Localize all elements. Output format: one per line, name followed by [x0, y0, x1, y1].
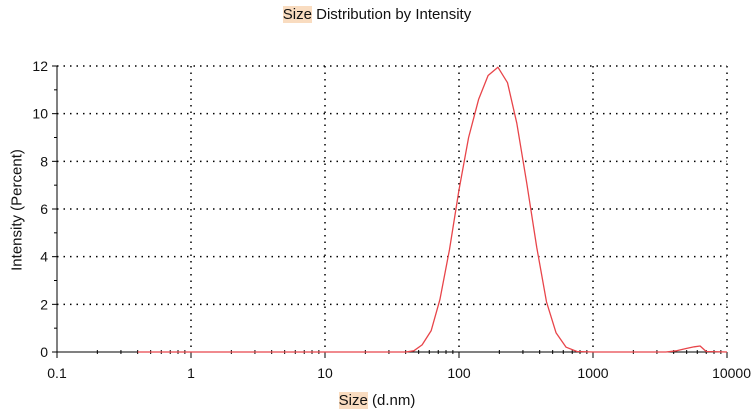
x-tick-label-10: 10 [317, 365, 333, 381]
y-tick-label-12: 12 [32, 58, 48, 74]
x-axis-label-rest: (d.nm) [367, 392, 416, 409]
x-axis-label: Size (d.nm) [0, 392, 754, 409]
y-tick-label-4: 4 [40, 249, 48, 265]
grid [57, 65, 728, 352]
x-axis-label-highlight: Size [338, 392, 368, 409]
x-tick-label-0.1: 0.1 [47, 365, 67, 381]
axes [52, 65, 728, 358]
y-tick-label-0: 0 [40, 344, 48, 360]
chart-title-rest: Distribution by Intensity [311, 6, 472, 23]
series-line-0 [137, 66, 728, 353]
y-tick-label-8: 8 [40, 153, 48, 169]
x-tick-label-1000: 1000 [577, 365, 608, 381]
y-tick-label-10: 10 [32, 106, 48, 122]
tick-labels: 0 2 4 6 8 10 12 0.1 1 10 100 1000 10000 [32, 58, 751, 381]
series-layer [137, 66, 728, 353]
chart-title: Size Distribution by Intensity [0, 6, 754, 23]
x-tick-label-100: 100 [447, 365, 471, 381]
chart-title-highlight: Size [282, 6, 312, 23]
y-tick-label-6: 6 [40, 201, 48, 217]
y-axis-label: Intensity (Percent) [8, 149, 26, 271]
y-tick-label-2: 2 [40, 296, 48, 312]
x-tick-label-10000: 10000 [712, 365, 751, 381]
x-tick-label-1: 1 [187, 365, 195, 381]
